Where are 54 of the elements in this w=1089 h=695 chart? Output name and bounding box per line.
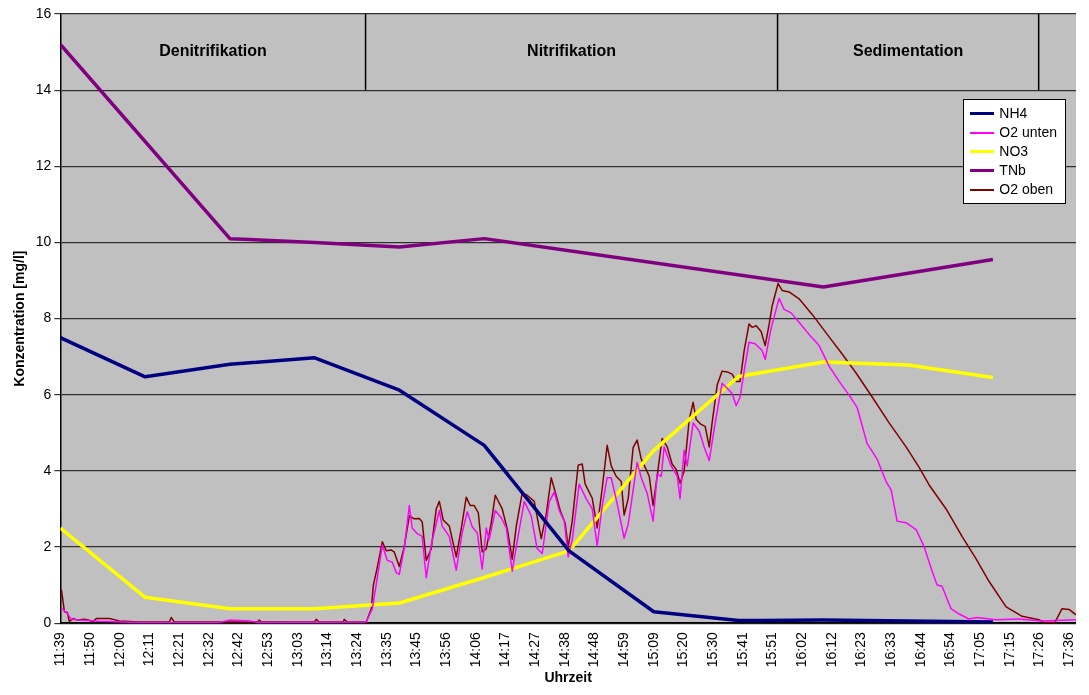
legend-label: NH4 [999, 104, 1028, 124]
x-tick-label: 14:17 [496, 631, 513, 668]
annotation: Nitrifikation [527, 42, 617, 60]
legend-label: O2 unten [999, 123, 1057, 143]
x-tick-label: 12:42 [229, 631, 246, 668]
x-tick-label: 15:09 [644, 631, 661, 668]
x-tick-label: 13:35 [377, 631, 394, 668]
x-tick-label: 14:06 [466, 631, 483, 668]
y-tick-label: 2 [43, 537, 52, 554]
y-axis-title: Konzentration [mg/l] [11, 250, 28, 387]
x-tick-label: 15:20 [674, 631, 691, 668]
x-tick-label: 12:11 [140, 631, 157, 667]
y-tick-label: 8 [43, 309, 52, 326]
x-tick-label: 15:30 [703, 631, 720, 668]
x-tick-label: 12:00 [110, 631, 127, 668]
legend-label: NO3 [999, 142, 1029, 162]
annotation: Sedimentation [853, 42, 964, 60]
legend-label: O2 oben [999, 180, 1054, 200]
y-tick-label: 12 [35, 157, 52, 174]
x-tick-label: 14:27 [525, 631, 542, 668]
y-tick-label: 16 [35, 4, 52, 21]
x-tick-label: 13:03 [288, 631, 305, 668]
x-tick-label: 17:26 [1030, 631, 1047, 668]
x-tick-label: 14:59 [614, 631, 631, 668]
x-tick-label: 17:15 [1000, 631, 1017, 668]
x-tick-label: 14:38 [555, 631, 572, 668]
x-axis-title: Uhrzeit [544, 669, 593, 686]
x-tick-label: 16:54 [941, 631, 958, 668]
x-tick-label: 13:24 [347, 631, 364, 668]
x-tick-label: 16:12 [822, 631, 839, 668]
x-tick-label: 16:02 [793, 631, 810, 668]
annotation: Denitrifikation [159, 42, 267, 60]
x-tick-label: 12:21 [169, 631, 186, 668]
x-tick-label: 13:56 [436, 631, 453, 668]
legend-label: TNb [999, 161, 1026, 181]
x-tick-label: 16:33 [882, 631, 899, 668]
x-tick-label: 17:05 [971, 631, 988, 668]
y-tick-label: 0 [43, 614, 52, 631]
x-tick-label: 16:23 [852, 631, 869, 668]
y-tick-label: 10 [35, 233, 52, 250]
x-tick-label: 17:36 [1060, 631, 1077, 668]
x-tick-label: 13:14 [318, 631, 335, 668]
x-tick-label: 15:51 [763, 631, 780, 668]
x-tick-label: 11:39 [51, 631, 68, 667]
x-tick-label: 16:44 [911, 631, 928, 668]
x-tick-label: 12:32 [199, 631, 216, 668]
x-tick-label: 12:53 [258, 631, 275, 668]
y-tick-label: 4 [43, 461, 52, 478]
x-tick-label: 11:50 [80, 631, 97, 667]
x-tick-label: 14:48 [585, 631, 602, 668]
y-tick-label: 14 [35, 81, 52, 98]
x-tick-label: 15:41 [733, 631, 750, 668]
y-tick-label: 6 [43, 385, 52, 402]
x-tick-label: 13:45 [407, 631, 424, 668]
